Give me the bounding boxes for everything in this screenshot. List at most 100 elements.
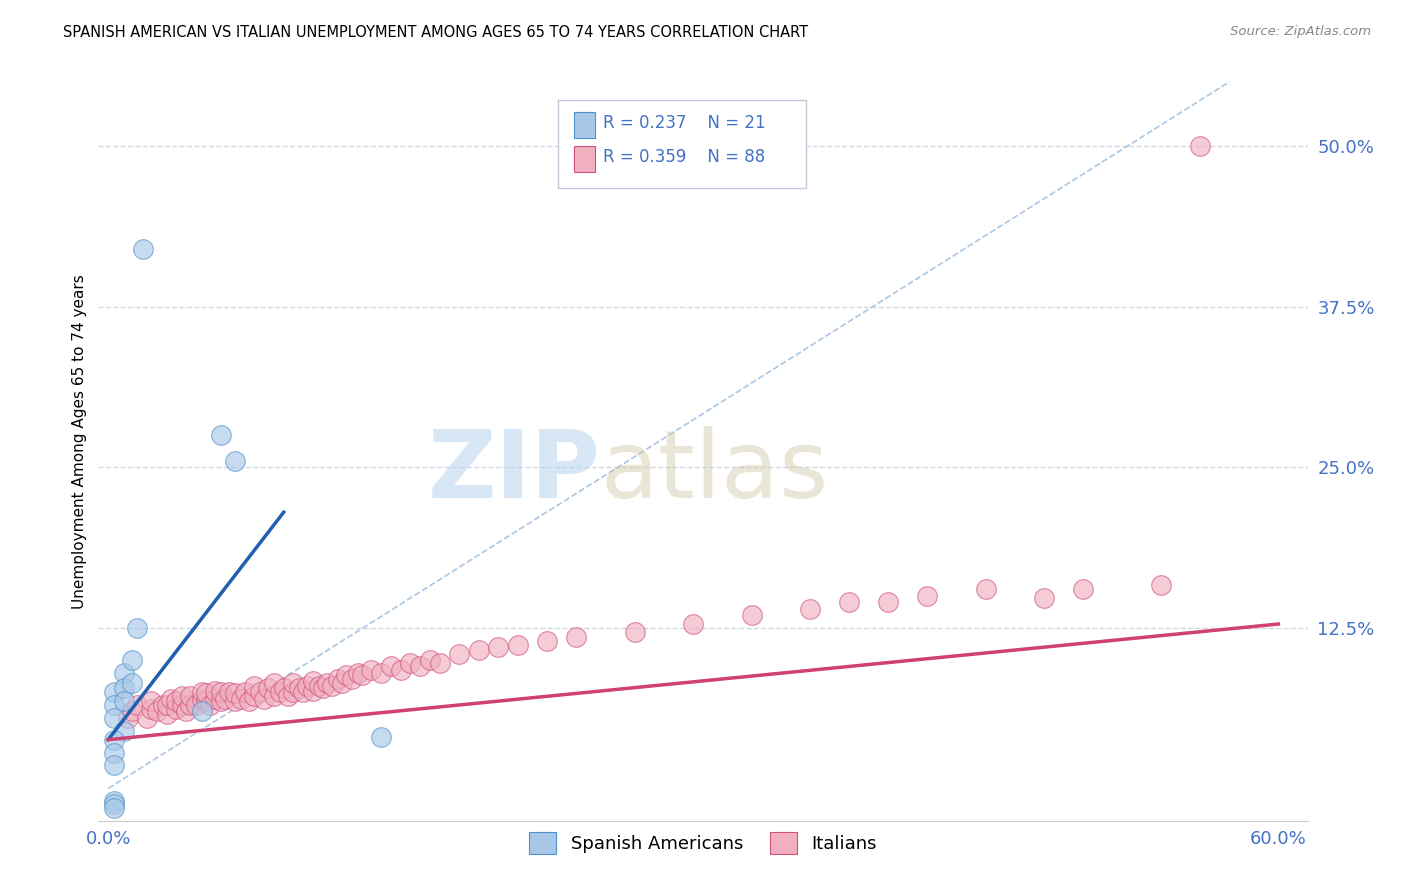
Point (191, 685, 214, 699)
Point (292, 685, 315, 699)
Point (283, 685, 305, 699)
Point (370, 665, 392, 680)
Point (103, 746, 125, 760)
Point (340, 673, 363, 687)
FancyBboxPatch shape (574, 145, 595, 172)
Point (103, 758, 125, 772)
Point (315, 676, 337, 690)
Point (330, 676, 353, 690)
Point (249, 685, 271, 699)
Point (214, 691, 236, 706)
Point (184, 698, 207, 712)
Point (229, 691, 252, 706)
Point (191, 705, 214, 719)
Point (838, 595, 860, 609)
Point (209, 694, 232, 708)
Point (799, 601, 821, 615)
Point (198, 698, 221, 712)
Point (121, 676, 143, 690)
Point (277, 689, 299, 703)
Point (328, 673, 350, 687)
Point (263, 676, 285, 690)
Point (243, 689, 266, 703)
Point (156, 706, 179, 721)
Point (877, 595, 900, 609)
Point (350, 668, 373, 682)
Point (103, 698, 125, 712)
Point (1150, 578, 1173, 592)
Point (486, 640, 509, 655)
Point (565, 630, 588, 644)
Point (302, 673, 325, 688)
Point (172, 698, 194, 712)
Point (204, 683, 226, 698)
Point (103, 711, 125, 725)
Point (360, 663, 382, 677)
Point (103, 732, 125, 747)
Point (419, 653, 441, 667)
Point (308, 679, 330, 693)
Point (741, 607, 763, 622)
Point (127, 621, 149, 635)
Text: R = 0.237    N = 21: R = 0.237 N = 21 (603, 114, 765, 132)
Point (159, 691, 181, 706)
Point (112, 681, 135, 696)
Point (288, 681, 311, 696)
Point (103, 797, 125, 811)
Point (312, 681, 335, 696)
Point (536, 633, 558, 648)
Point (209, 685, 232, 699)
Point (253, 691, 276, 706)
Point (165, 694, 187, 708)
Point (370, 730, 392, 744)
Y-axis label: Unemployment Among Ages 65 to 74 years: Unemployment Among Ages 65 to 74 years (72, 274, 87, 609)
Point (974, 582, 997, 597)
Point (146, 705, 169, 719)
Point (179, 689, 201, 703)
Point (103, 685, 125, 699)
Point (295, 679, 318, 693)
Point (179, 698, 201, 712)
Point (127, 698, 149, 712)
Point (156, 698, 179, 712)
Point (506, 638, 529, 652)
Point (302, 683, 325, 698)
Point (429, 656, 451, 670)
Point (238, 694, 260, 708)
FancyBboxPatch shape (574, 112, 595, 138)
Point (112, 723, 135, 738)
Point (335, 668, 357, 682)
Point (152, 698, 174, 712)
Point (112, 694, 135, 708)
Point (389, 663, 412, 677)
Point (209, 428, 232, 442)
Text: Source: ZipAtlas.com: Source: ZipAtlas.com (1230, 25, 1371, 38)
Point (233, 685, 256, 699)
Point (467, 642, 489, 657)
Point (1071, 582, 1094, 597)
Point (117, 711, 139, 725)
Point (132, 242, 155, 256)
Legend: Spanish Americans, Italians: Spanish Americans, Italians (522, 824, 884, 861)
Point (139, 694, 162, 708)
Point (112, 665, 135, 680)
Text: R = 0.359    N = 88: R = 0.359 N = 88 (603, 148, 765, 166)
Point (273, 681, 295, 696)
FancyBboxPatch shape (558, 101, 806, 187)
Point (194, 686, 217, 700)
Point (399, 656, 422, 670)
Point (103, 794, 125, 808)
Point (218, 685, 240, 699)
Point (623, 624, 645, 639)
Point (321, 679, 343, 693)
Point (1033, 591, 1056, 606)
Point (224, 694, 246, 708)
Point (346, 665, 368, 680)
Point (283, 676, 305, 690)
Text: atlas: atlas (600, 425, 828, 518)
Point (194, 694, 217, 708)
Point (917, 589, 939, 603)
Point (1189, 139, 1212, 153)
Point (263, 689, 285, 703)
Point (172, 689, 194, 703)
